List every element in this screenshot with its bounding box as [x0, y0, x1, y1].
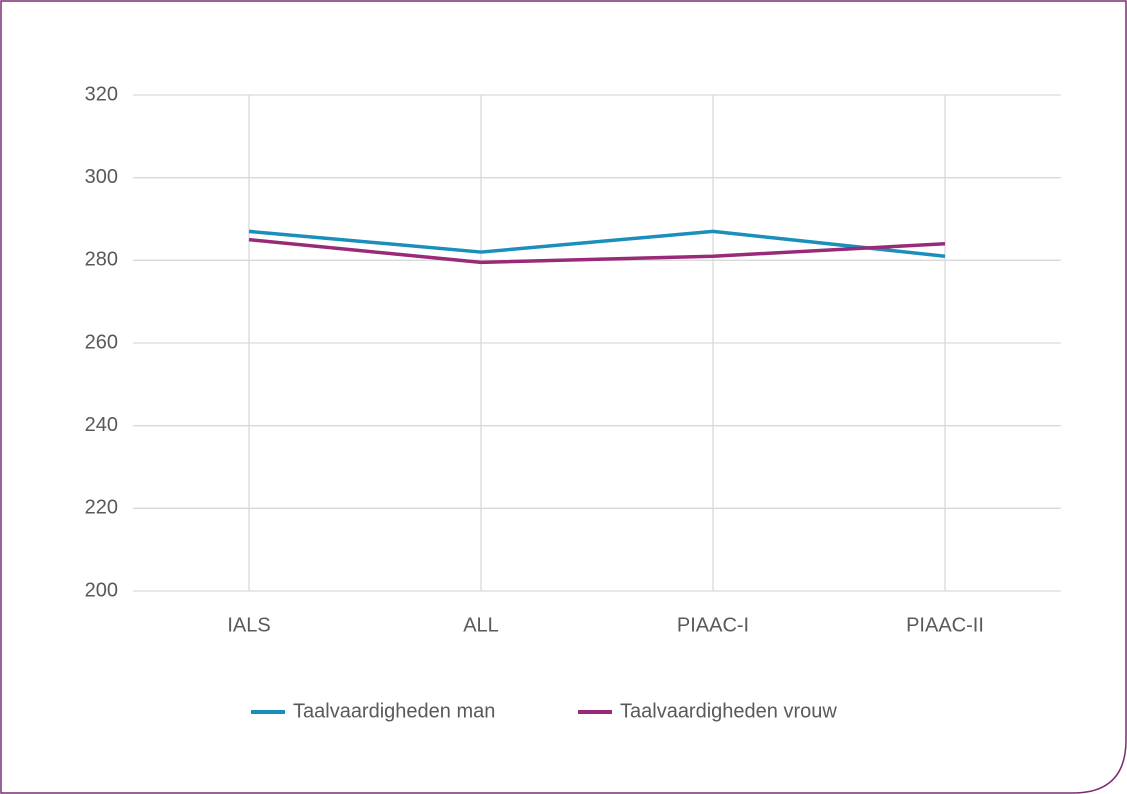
- y-tick-label: 260: [85, 331, 118, 353]
- y-tick-label: 320: [85, 83, 118, 105]
- y-tick-label: 280: [85, 249, 118, 271]
- line-series: [248, 237, 946, 265]
- y-tick-label: 220: [85, 497, 118, 519]
- legend-label: Taalvaardigheden man: [293, 700, 495, 722]
- x-tick-label: PIAAC-I: [677, 614, 749, 636]
- line-series: [248, 229, 946, 258]
- x-tick-label: ALL: [463, 614, 499, 636]
- y-tick-label: 300: [85, 166, 118, 188]
- x-tick-label: IALS: [227, 614, 270, 636]
- y-tick-label: 240: [85, 414, 118, 436]
- y-tick-label: 200: [85, 579, 118, 601]
- legend-label: Taalvaardigheden vrouw: [620, 700, 837, 722]
- x-tick-label: PIAAC-II: [906, 614, 984, 636]
